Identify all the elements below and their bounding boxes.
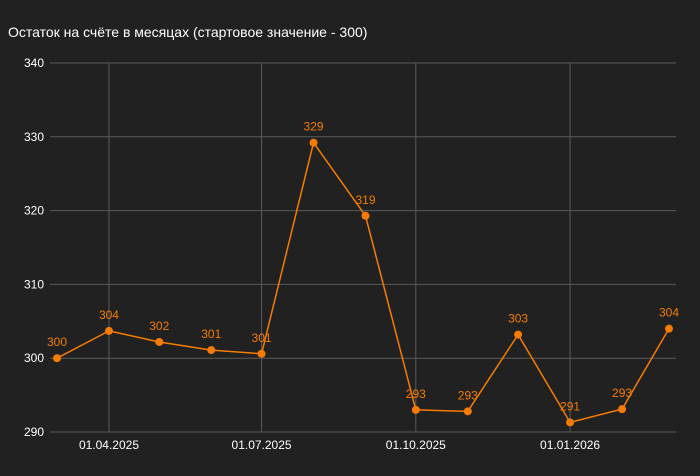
- data-labels: 300 304 302 301 301 329 319 293 293 303 291 293 304: [47, 120, 679, 414]
- data-label: 301: [252, 331, 272, 345]
- x-tick-label: 01.07.2025: [232, 438, 292, 452]
- data-point: [566, 418, 575, 427]
- chart-title: Остаток на счёте в месяцах (стартовое зн…: [8, 24, 367, 40]
- y-axis-ticks: 290 300 310 320 330 340: [24, 56, 44, 439]
- y-tick-label: 340: [24, 56, 44, 70]
- data-label: 293: [612, 386, 632, 400]
- data-label: 319: [355, 193, 375, 207]
- data-label: 329: [304, 120, 324, 134]
- series-line: [56, 140, 670, 424]
- data-point: [463, 407, 472, 416]
- x-axis-ticks: 01.04.2025 01.07.2025 01.10.2025 01.01.2026: [79, 438, 600, 452]
- data-point: [514, 330, 523, 339]
- data-point: [53, 354, 61, 363]
- y-tick-label: 310: [24, 277, 44, 291]
- data-point: [155, 337, 164, 346]
- data-point: [104, 326, 113, 335]
- y-tick-label: 290: [24, 425, 44, 439]
- y-tick-label: 300: [24, 351, 44, 365]
- data-point: [309, 138, 318, 147]
- x-tick-label: 01.01.2026: [540, 438, 600, 452]
- data-point: [207, 346, 216, 355]
- grid-lines: [50, 62, 676, 433]
- data-point: [618, 405, 627, 414]
- data-label: 301: [201, 327, 221, 341]
- y-tick-label: 320: [24, 204, 44, 218]
- data-label: 303: [508, 312, 528, 326]
- data-label: 302: [149, 319, 169, 333]
- data-point: [257, 349, 266, 358]
- data-label: 304: [99, 308, 119, 322]
- data-label: 293: [406, 387, 426, 401]
- series-layer: [53, 138, 673, 427]
- data-label: 291: [560, 399, 580, 413]
- x-tick-label: 01.04.2025: [79, 438, 139, 452]
- data-point: [361, 211, 370, 220]
- data-point: [411, 405, 420, 414]
- data-point: [665, 324, 673, 333]
- data-label: 293: [458, 388, 478, 402]
- y-tick-label: 330: [24, 130, 44, 144]
- data-label: 304: [659, 306, 679, 320]
- data-label: 300: [47, 335, 67, 349]
- x-tick-label: 01.10.2025: [386, 438, 446, 452]
